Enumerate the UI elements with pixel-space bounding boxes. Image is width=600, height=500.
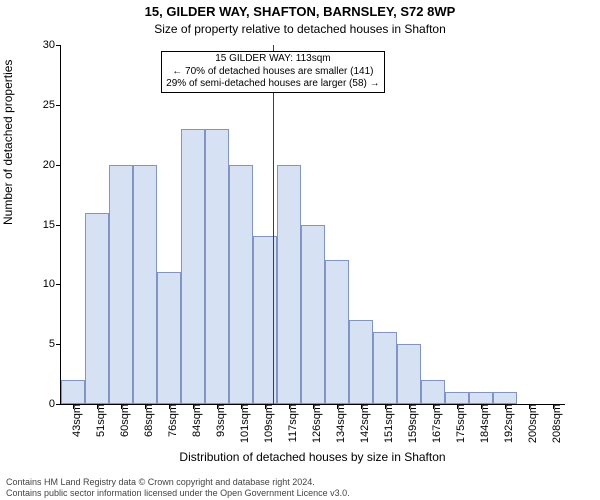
title-subtitle: Size of property relative to detached ho…: [0, 22, 600, 36]
histogram-bar: [157, 272, 181, 404]
ytick-label: 30: [43, 39, 55, 51]
ytick-mark: [56, 105, 61, 106]
ytick-label: 20: [43, 159, 55, 171]
xtick-label: 126sqm: [311, 404, 323, 443]
xtick-label: 175sqm: [455, 404, 467, 443]
ytick-label: 5: [49, 338, 55, 350]
xtick-label: 76sqm: [167, 404, 179, 437]
ytick-mark: [56, 45, 61, 46]
xtick-label: 134sqm: [335, 404, 347, 443]
histogram-bar: [373, 332, 397, 404]
histogram-bar: [85, 213, 109, 404]
xtick-label: 68sqm: [143, 404, 155, 437]
histogram-bar: [493, 392, 517, 404]
annotation-line: 29% of semi-detached houses are larger (…: [166, 78, 379, 91]
xtick-label: 101sqm: [239, 404, 251, 443]
x-axis-label: Distribution of detached houses by size …: [60, 450, 565, 464]
xtick-label: 142sqm: [359, 404, 371, 443]
histogram-bar: [133, 165, 157, 404]
xtick-label: 93sqm: [215, 404, 227, 437]
xtick-label: 167sqm: [431, 404, 443, 443]
ytick-mark: [56, 344, 61, 345]
ytick-mark: [56, 404, 61, 405]
y-axis-label: Number of detached properties: [1, 60, 15, 225]
xtick-label: 192sqm: [503, 404, 515, 443]
histogram-bar: [181, 129, 205, 404]
ytick-label: 10: [43, 278, 55, 290]
histogram-bar: [421, 380, 445, 404]
histogram-bar: [469, 392, 493, 404]
histogram-bar: [397, 344, 421, 404]
histogram-bar: [205, 129, 229, 404]
histogram-bar: [301, 225, 325, 405]
footer-line2: Contains public sector information licen…: [6, 488, 350, 498]
footer-line1: Contains HM Land Registry data © Crown c…: [6, 477, 350, 487]
ytick-label: 15: [43, 219, 55, 231]
histogram-bar: [61, 380, 85, 404]
ytick-mark: [56, 225, 61, 226]
xtick-label: 60sqm: [119, 404, 131, 437]
ytick-mark: [56, 284, 61, 285]
footer-attribution: Contains HM Land Registry data © Crown c…: [6, 477, 350, 498]
histogram-bar: [229, 165, 253, 404]
annotation-box: 15 GILDER WAY: 113sqm← 70% of detached h…: [161, 51, 384, 93]
xtick-label: 109sqm: [263, 404, 275, 443]
ytick-mark: [56, 165, 61, 166]
xtick-label: 117sqm: [287, 404, 299, 442]
plot-area: 05101520253043sqm51sqm60sqm68sqm76sqm84s…: [60, 45, 565, 405]
histogram-bar: [109, 165, 133, 404]
xtick-label: 184sqm: [479, 404, 491, 443]
xtick-label: 84sqm: [191, 404, 203, 437]
reference-line: [273, 45, 274, 404]
xtick-label: 151sqm: [383, 404, 395, 443]
xtick-label: 200sqm: [527, 404, 539, 443]
chart-container: 15, GILDER WAY, SHAFTON, BARNSLEY, S72 8…: [0, 0, 600, 500]
annotation-line: 15 GILDER WAY: 113sqm: [166, 53, 379, 66]
ytick-label: 0: [49, 398, 55, 410]
xtick-label: 43sqm: [71, 404, 83, 437]
histogram-bar: [445, 392, 469, 404]
ytick-label: 25: [43, 99, 55, 111]
xtick-label: 159sqm: [407, 404, 419, 443]
histogram-bar: [349, 320, 373, 404]
xtick-label: 208sqm: [551, 404, 563, 443]
histogram-bar: [325, 260, 349, 404]
xtick-label: 51sqm: [95, 404, 107, 437]
title-address: 15, GILDER WAY, SHAFTON, BARNSLEY, S72 8…: [0, 4, 600, 19]
histogram-bar: [277, 165, 301, 404]
annotation-line: ← 70% of detached houses are smaller (14…: [166, 66, 379, 79]
